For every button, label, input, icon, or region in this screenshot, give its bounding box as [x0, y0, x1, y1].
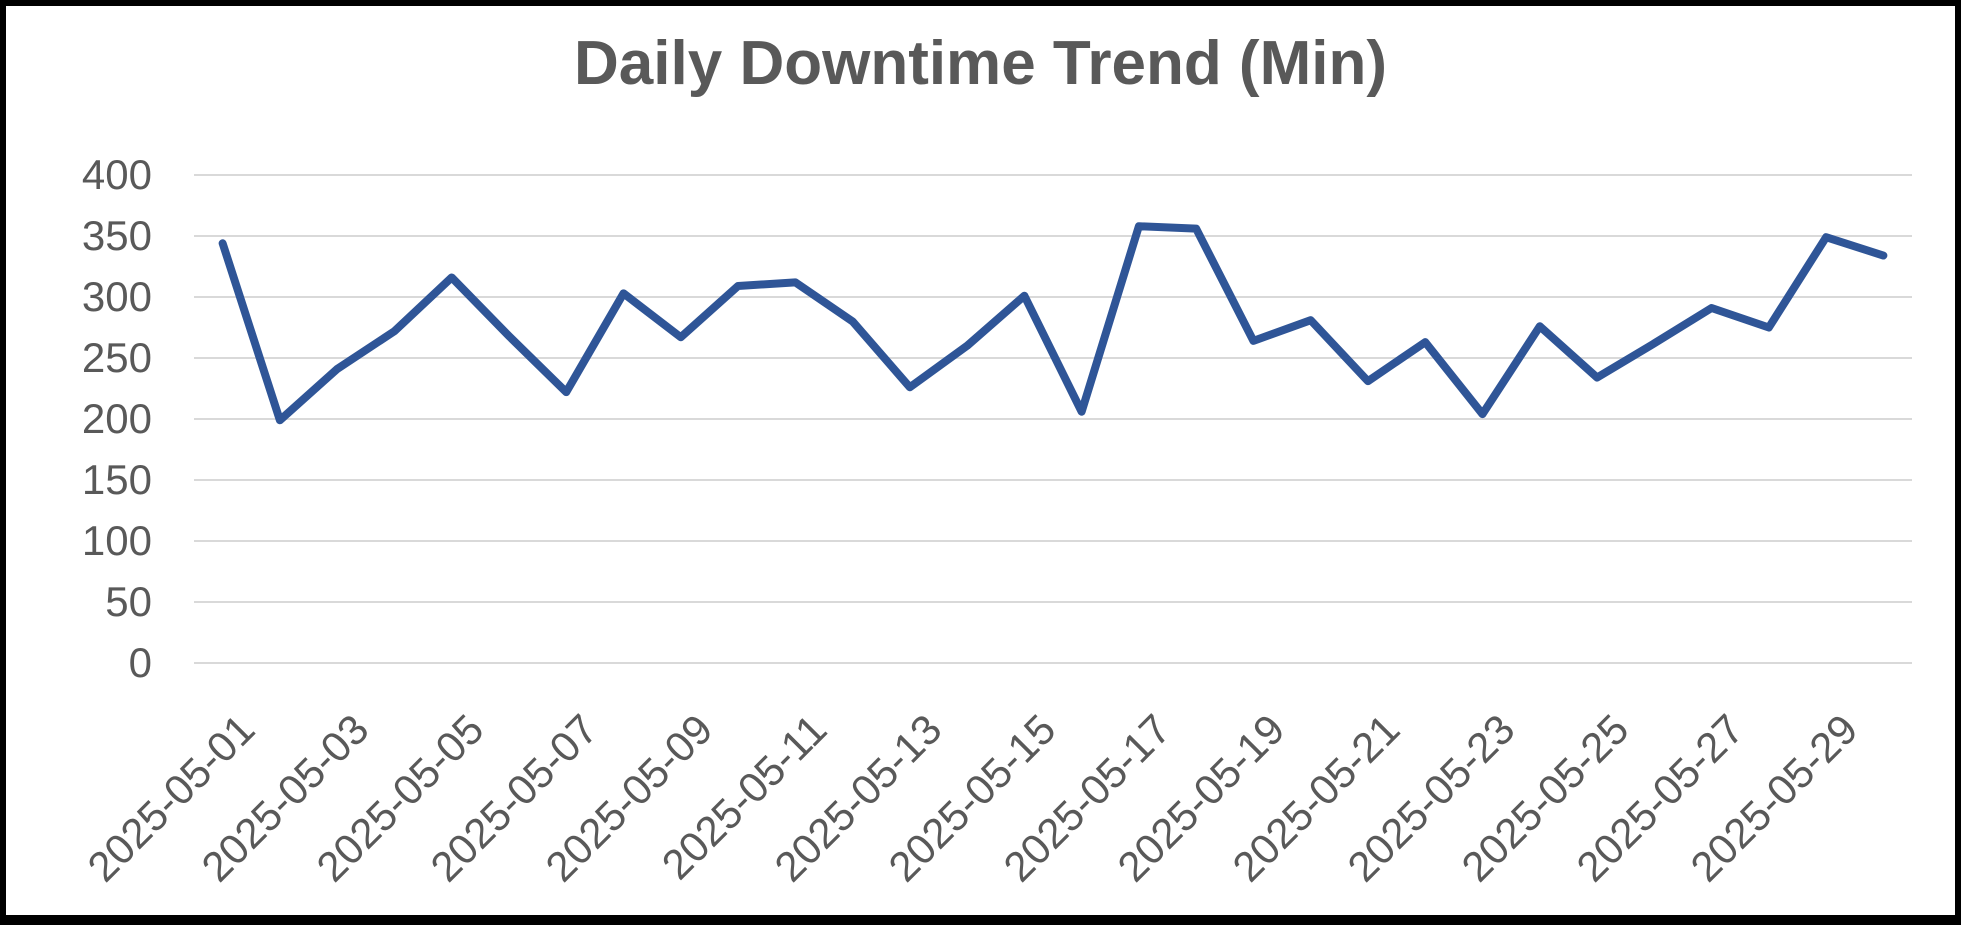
y-axis-tick-label: 400 [81, 151, 152, 198]
y-axis-tick-label: 350 [81, 212, 152, 259]
y-axis-tick-label: 150 [81, 456, 152, 503]
plot-area [194, 174, 1912, 664]
y-axis-tick-label: 200 [81, 395, 152, 442]
y-axis-tick-label: 250 [81, 334, 152, 381]
gridlines [194, 174, 1912, 664]
y-axis-tick-label: 100 [81, 517, 152, 564]
chart-title: Daily Downtime Trend (Min) [574, 29, 1387, 98]
downtime-line-series [218, 222, 1888, 425]
y-axis-tick-label: 50 [105, 578, 152, 625]
y-axis-tick-label: 0 [128, 639, 152, 686]
y-axis-tick-label: 300 [81, 273, 152, 320]
downtime-trend-line [218, 222, 1888, 425]
